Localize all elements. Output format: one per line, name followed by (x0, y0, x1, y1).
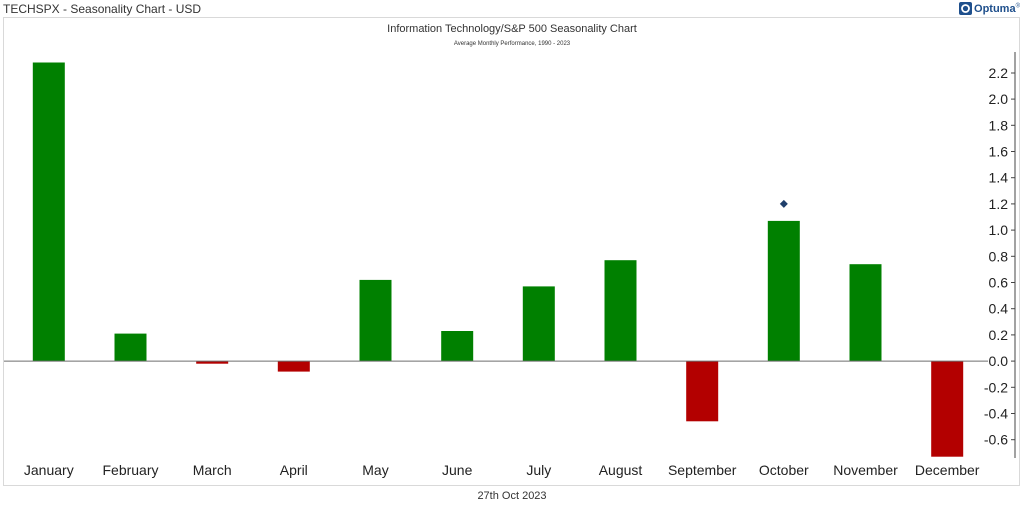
optuma-logo-icon (959, 2, 973, 15)
y-tick-label: 0.2 (989, 327, 1009, 343)
chart-subtitle: Average Monthly Performance, 1990 - 2023 (454, 41, 571, 47)
window-title: TECHSPX - Seasonality Chart - USD (3, 2, 202, 16)
y-tick-label: 1.0 (989, 222, 1009, 238)
x-tick-label: June (442, 462, 473, 478)
bar-march (196, 361, 229, 364)
y-tick-label: -0.6 (984, 432, 1008, 448)
bar-november (849, 264, 882, 362)
y-tick-label: 1.6 (989, 144, 1009, 160)
x-tick-label: March (193, 462, 232, 478)
y-tick-label: 0.0 (989, 353, 1009, 369)
x-tick-label: October (759, 462, 809, 478)
x-tick-label: July (526, 462, 551, 478)
y-tick-label: 0.8 (989, 248, 1009, 264)
x-tick-label: February (102, 462, 158, 478)
bar-january (32, 62, 65, 362)
x-axis-labels: January February March April May June July Augu… (24, 462, 980, 478)
x-tick-label: November (833, 462, 898, 478)
chart-title: Information Technology/S&P 500 Seasonali… (387, 23, 637, 35)
y-tick-label: 0.6 (989, 275, 1009, 291)
footer-date: 27th Oct 2023 (477, 490, 547, 502)
seasonality-chart: Information Technology/S&P 500 Seasonali… (4, 23, 1016, 478)
bar-august (604, 260, 637, 361)
x-tick-label: April (280, 462, 308, 478)
chart-frame (3, 17, 1020, 486)
y-tick-label: -0.2 (984, 379, 1008, 395)
bar-october (767, 220, 800, 361)
x-tick-label: January (24, 462, 74, 478)
bar-july (522, 286, 555, 362)
marker-diamond (779, 199, 788, 208)
y-tick-label: 1.4 (989, 170, 1009, 186)
bar-may (359, 279, 392, 362)
x-tick-label: August (599, 462, 643, 478)
bar-december (931, 361, 964, 457)
bars-group (32, 62, 964, 457)
y-tick-label: -0.4 (984, 406, 1008, 422)
bar-april (277, 361, 310, 372)
brand-logo: Optuma® (959, 1, 1020, 16)
bar-june (441, 331, 474, 362)
bar-february (114, 333, 147, 362)
y-tick-label: 0.4 (989, 301, 1009, 317)
markers-group (779, 199, 788, 208)
y-tick-label: 2.2 (989, 65, 1009, 81)
y-tick-label: 1.8 (989, 117, 1009, 133)
top-bar: TECHSPX - Seasonality Chart - USD Optuma… (0, 0, 1024, 17)
x-tick-label: May (362, 462, 388, 478)
x-tick-label: September (668, 462, 737, 478)
brand-name: Optuma® (974, 2, 1020, 15)
y-tick-label: 1.2 (989, 196, 1009, 212)
bar-september (686, 361, 719, 422)
y-axis: -0.6 -0.4 -0.2 0.0 0.2 0.4 0.6 0.8 1.0 1.2 1.4 1.6 1… (984, 52, 1016, 458)
x-tick-label: December (915, 462, 980, 478)
y-tick-label: 2.0 (989, 91, 1009, 107)
